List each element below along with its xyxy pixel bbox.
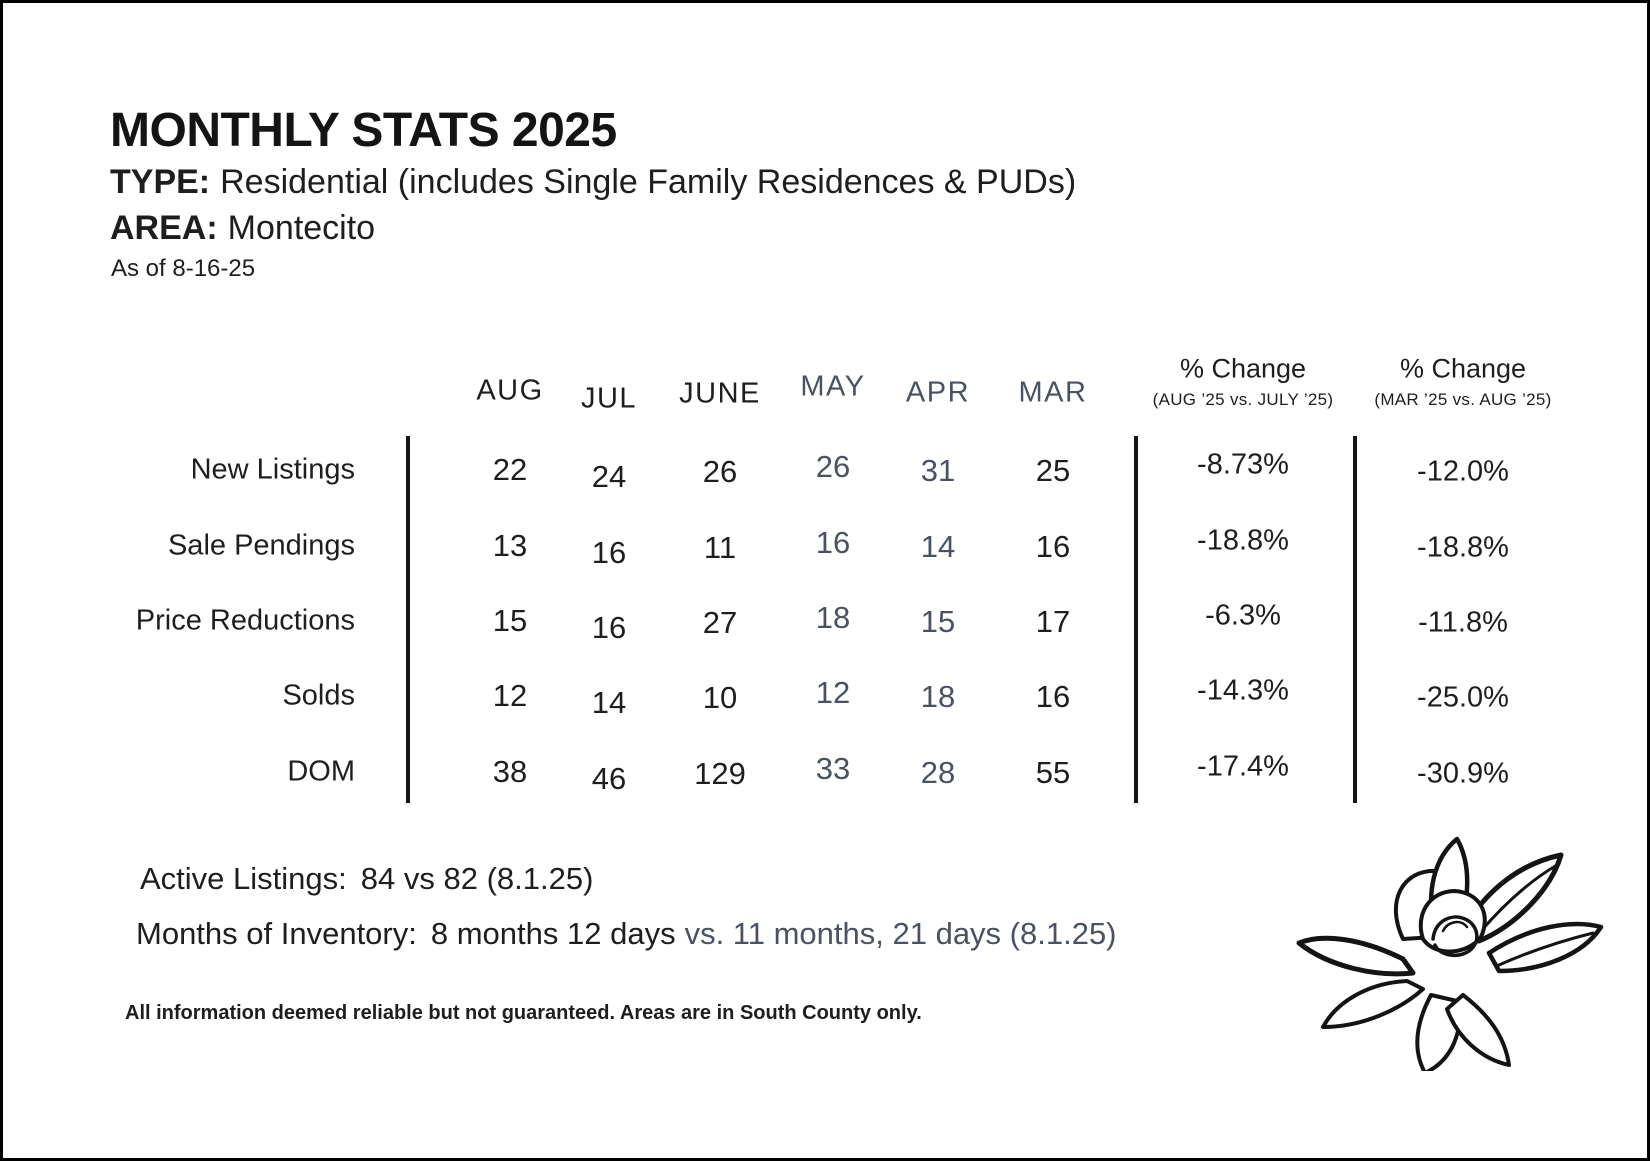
type-label: TYPE:	[110, 163, 211, 201]
row-label-sale-pendings: Sale Pendings	[167, 529, 355, 562]
table-cell: 14	[591, 685, 627, 720]
table-cell: 16	[591, 610, 627, 645]
table-divider-pct1	[1134, 436, 1138, 803]
pct-cell: -14.3%	[1197, 674, 1289, 707]
table-cell: 38	[492, 754, 528, 789]
table-cell: 22	[492, 452, 528, 487]
row-label-dom: DOM	[287, 755, 355, 788]
month-header-may: MAY	[800, 370, 866, 403]
inventory-current-value: 8 months 12 days	[430, 916, 676, 951]
pct-cell: -25.0%	[1417, 681, 1509, 714]
row-label-price-reductions: Price Reductions	[135, 604, 355, 637]
active-listings-line: Active Listings: 84 vs 82 (8.1.25)	[140, 861, 593, 897]
table-cell: 26	[702, 454, 738, 489]
pct-cell: -18.8%	[1197, 524, 1289, 557]
pct-cell: -18.8%	[1417, 531, 1509, 564]
month-header-june: JUNE	[679, 377, 761, 410]
table-cell: 18	[920, 679, 956, 714]
pct-cell: -30.9%	[1417, 757, 1509, 790]
month-header-mar: MAR	[1018, 376, 1088, 409]
pct-change-subtitle-2: (MAR ’25 vs. AUG ’25)	[1374, 390, 1552, 409]
inventory-label: Months of Inventory:	[136, 916, 417, 951]
table-cell: 33	[815, 751, 851, 786]
active-listings-label: Active Listings:	[140, 861, 347, 896]
area-line: AREA: Montecito	[110, 209, 375, 248]
table-cell: 15	[492, 603, 528, 638]
table-cell: 16	[591, 535, 627, 570]
months-of-inventory-line: Months of Inventory: 8 months 12 days vs. …	[136, 916, 1117, 952]
active-listings-value: 84 vs 82 (8.1.25)	[360, 861, 594, 896]
table-cell: 16	[1035, 529, 1071, 564]
table-cell: 46	[591, 761, 627, 796]
magnolia-flower-icon	[1296, 836, 1604, 1071]
table-cell: 26	[815, 449, 851, 484]
month-header-aug: AUG	[476, 374, 544, 407]
pct-cell: -11.8%	[1418, 606, 1508, 639]
table-cell: 15	[920, 604, 956, 639]
table-cell: 55	[1035, 755, 1071, 790]
table-cell: 14	[920, 529, 956, 564]
type-value: Residential (includes Single Family Resi…	[220, 163, 1077, 201]
pct-cell: -8.73%	[1197, 448, 1289, 481]
row-label-solds: Solds	[282, 679, 355, 712]
pct-change-header-1: % Change	[1179, 353, 1307, 384]
as-of-date: As of 8-16-25	[111, 255, 256, 282]
table-cell: 12	[492, 678, 528, 713]
type-line: TYPE: Residential (includes Single Family…	[110, 163, 1076, 202]
table-cell: 25	[1035, 453, 1071, 488]
pct-change-header-2: % Change	[1399, 353, 1527, 384]
table-cell: 24	[591, 459, 627, 494]
month-header-apr: APR	[905, 376, 971, 409]
table-cell: 16	[1035, 679, 1071, 714]
pct-cell: -6.3%	[1205, 599, 1281, 632]
table-cell: 12	[815, 675, 851, 710]
table-cell: 18	[815, 600, 851, 635]
table-cell: 16	[815, 525, 851, 560]
pct-cell: -12.0%	[1417, 455, 1509, 488]
table-cell: 17	[1035, 604, 1071, 639]
table-cell: 13	[492, 528, 528, 563]
disclaimer-text: All information deemed reliable but not …	[125, 1002, 922, 1024]
month-header-jul: JUL	[580, 382, 638, 415]
table-cell: 27	[702, 605, 738, 640]
table-cell: 10	[702, 680, 738, 715]
pct-cell: -17.4%	[1197, 750, 1289, 783]
pct-change-subtitle-1: (AUG ’25 vs. JULY ’25)	[1152, 390, 1334, 409]
table-cell: 28	[920, 755, 956, 790]
inventory-prior-value: vs. 11 months, 21 days (8.1.25)	[684, 916, 1117, 951]
table-cell: 11	[703, 530, 737, 565]
table-cell: 31	[920, 453, 956, 488]
row-label-new-listings: New Listings	[190, 453, 355, 486]
table-divider-pct2	[1353, 436, 1357, 803]
area-value: Montecito	[227, 209, 376, 247]
table-divider-labels	[406, 436, 410, 803]
area-label: AREA:	[110, 209, 218, 247]
page-title: MONTHLY STATS 2025	[110, 104, 617, 157]
table-cell: 129	[694, 756, 746, 791]
